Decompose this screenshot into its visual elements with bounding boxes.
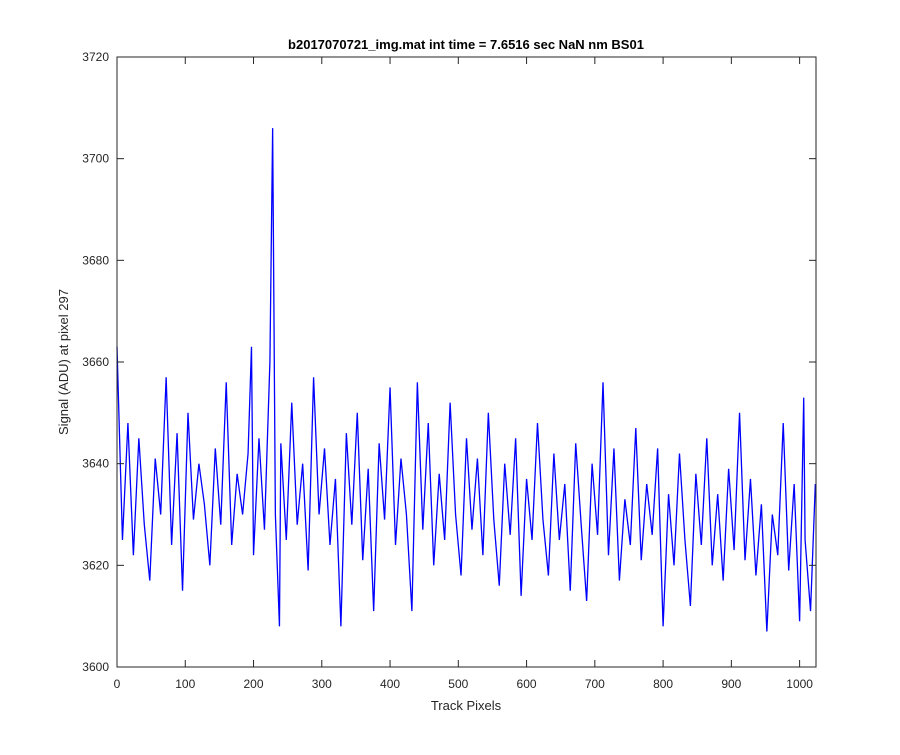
y-tick-label: 3640 — [82, 457, 109, 471]
x-tick-label: 600 — [517, 677, 537, 691]
axes-box — [116, 56, 817, 668]
chart-title: b2017070721_img.mat int time = 7.6516 se… — [288, 37, 644, 52]
y-tick-label: 3600 — [82, 660, 109, 674]
x-tick-label: 0 — [114, 677, 121, 691]
x-tick-label: 1000 — [786, 677, 813, 691]
y-tick-label: 3700 — [82, 152, 109, 166]
x-axis-label: Track Pixels — [431, 698, 502, 713]
data-line — [116, 128, 816, 632]
x-tick-label: 500 — [448, 677, 468, 691]
y-axis-label: Signal (ADU) at pixel 297 — [56, 289, 71, 435]
x-tick-label: 200 — [244, 677, 264, 691]
y-tick-label: 3620 — [82, 558, 109, 572]
x-tick-label: 100 — [175, 677, 195, 691]
x-tick-label: 300 — [312, 677, 332, 691]
y-tick-label: 3680 — [82, 253, 109, 267]
y-tick-label: 3660 — [82, 355, 109, 369]
y-tick-label: 3720 — [82, 50, 109, 64]
x-tick-label: 700 — [585, 677, 605, 691]
plot-area — [117, 57, 816, 667]
x-tick-label: 800 — [653, 677, 673, 691]
x-tick-label: 400 — [380, 677, 400, 691]
x-tick-label: 900 — [721, 677, 741, 691]
